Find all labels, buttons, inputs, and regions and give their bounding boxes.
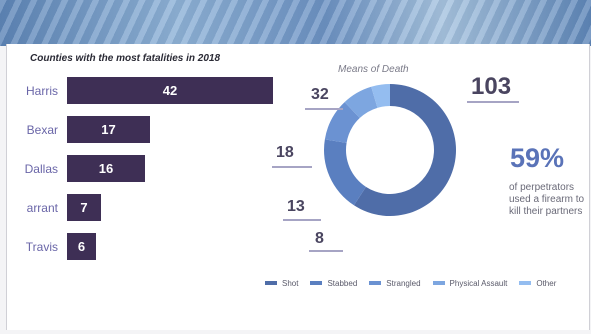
- county-label-3: arrant: [26, 201, 58, 215]
- donut-slice-strangled: [324, 102, 360, 143]
- donut-value-strangled: 18: [276, 144, 294, 161]
- bar-value-1: 17: [101, 122, 116, 137]
- donut-value-rule-other: [309, 250, 343, 252]
- donut-value-shot: 103: [471, 73, 512, 100]
- county-label-4: Travis: [25, 240, 58, 254]
- donut-value-rule-strangled: [272, 166, 312, 168]
- bar-value-3: 7: [80, 200, 88, 215]
- legend-item-other: Other: [519, 279, 556, 288]
- legend-swatch: [265, 281, 277, 285]
- bar-1: [67, 116, 150, 143]
- legend-swatch: [369, 281, 382, 285]
- firearm-description: of perpetrators used a firearm to kill t…: [509, 182, 585, 217]
- bar-value-4: 6: [77, 239, 86, 254]
- donut-value-other: 8: [315, 230, 324, 247]
- county-label-0: Harris: [26, 84, 58, 98]
- county-label-2: Dallas: [24, 162, 58, 176]
- donut-chart: [324, 84, 456, 216]
- legend-label: Shot: [282, 278, 299, 288]
- legend-label: Physical Assault: [449, 278, 508, 288]
- legend-label: Strangled: [386, 278, 421, 288]
- bar-4: [67, 233, 96, 260]
- legend-swatch: [519, 281, 532, 285]
- bar-0: [67, 77, 273, 104]
- donut-value-physical-assault: 13: [287, 198, 305, 215]
- donut-slice-stabbed: [324, 139, 366, 206]
- bar-2: [67, 155, 145, 182]
- bar-chart-title: Counties with the most fatalities in 201…: [30, 53, 221, 64]
- donut-chart-title: Means of Death: [338, 64, 409, 75]
- legend-swatch: [310, 281, 323, 285]
- county-label-1: Bexar: [26, 123, 58, 137]
- donut-slice-other: [371, 84, 390, 108]
- legend-label: Other: [536, 278, 557, 288]
- bar-value-2: 16: [98, 161, 114, 176]
- donut-legend: Shot Stabbed Strangled Physical Assault Othe…: [265, 276, 585, 290]
- legend-item-physical-assault: Physical Assault: [432, 278, 508, 288]
- header-banner: [0, 0, 591, 46]
- legend-item-strangled: Strangled: [369, 278, 421, 288]
- donut-value-rule-stabbed: [305, 108, 343, 110]
- bar-3: [67, 194, 101, 221]
- bar-value-0: 42: [162, 83, 178, 98]
- donut-slice-physical-assault: [344, 86, 378, 119]
- donut-value-rule-physical-assault: [283, 219, 321, 221]
- banner-texture: [0, 0, 591, 46]
- firearm-percent: 59%: [510, 143, 565, 173]
- donut-slice-shot: [353, 84, 456, 216]
- legend-label: Stabbed: [327, 278, 358, 288]
- donut-value-rule-shot: [467, 101, 519, 103]
- legend-item-shot: Shot: [265, 279, 298, 288]
- donut-value-stabbed: 32: [311, 86, 329, 103]
- legend-swatch: [432, 281, 445, 285]
- legend-item-stabbed: Stabbed: [310, 279, 357, 288]
